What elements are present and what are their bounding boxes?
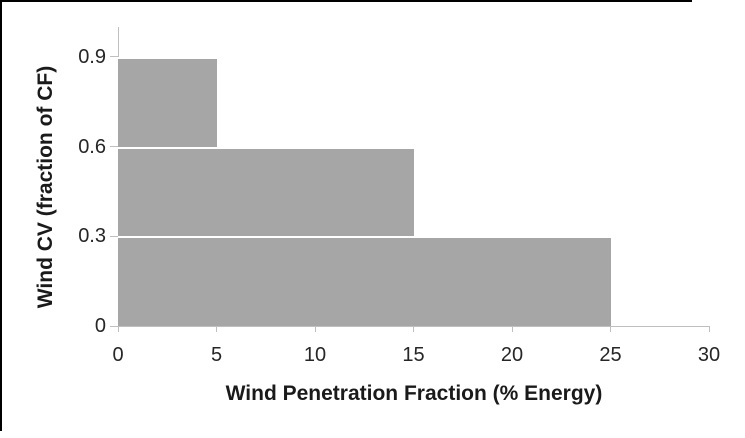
- y-tick-mark-0.3: [110, 235, 118, 237]
- x-tick-mark-25: [610, 326, 611, 332]
- x-tick-mark-20: [511, 326, 513, 332]
- x-tick-mark-5: [216, 326, 217, 332]
- x-tick-mark-30: [708, 326, 710, 332]
- x-tick-label-0: 0: [112, 344, 124, 366]
- x-tick-mark-15: [413, 326, 414, 332]
- bar-cv-step-3: [118, 236, 611, 326]
- y-axis-title: Wind CV (fraction of CF): [34, 65, 57, 309]
- x-tick-label-20: 20: [500, 344, 524, 366]
- y-tick-label-0.6: 0.6: [78, 135, 106, 158]
- x-tick-label-25: 25: [599, 344, 622, 366]
- x-tick-mark-10: [314, 326, 316, 332]
- y-tick-mark-0.9: [110, 56, 118, 58]
- x-tick-label-30: 30: [697, 344, 721, 366]
- x-axis-title: Wind Penetration Fraction (% Energy): [225, 382, 603, 405]
- y-tick-label-0: 0: [94, 315, 106, 337]
- y-tick-mark-0.6: [110, 146, 118, 148]
- x-tick-label-15: 15: [402, 344, 425, 366]
- x-tick-label-10: 10: [303, 344, 327, 366]
- y-tick-label-0.3: 0.3: [78, 225, 106, 248]
- figure-border-left: [0, 0, 2, 431]
- figure-border-top: [0, 0, 692, 2]
- x-tick-mark-0: [117, 326, 119, 332]
- y-tick-mark-0: [110, 325, 118, 327]
- x-axis-line: [118, 326, 710, 327]
- x-tick-label-5: 5: [210, 344, 223, 366]
- y-tick-label-0.9: 0.9: [78, 45, 106, 68]
